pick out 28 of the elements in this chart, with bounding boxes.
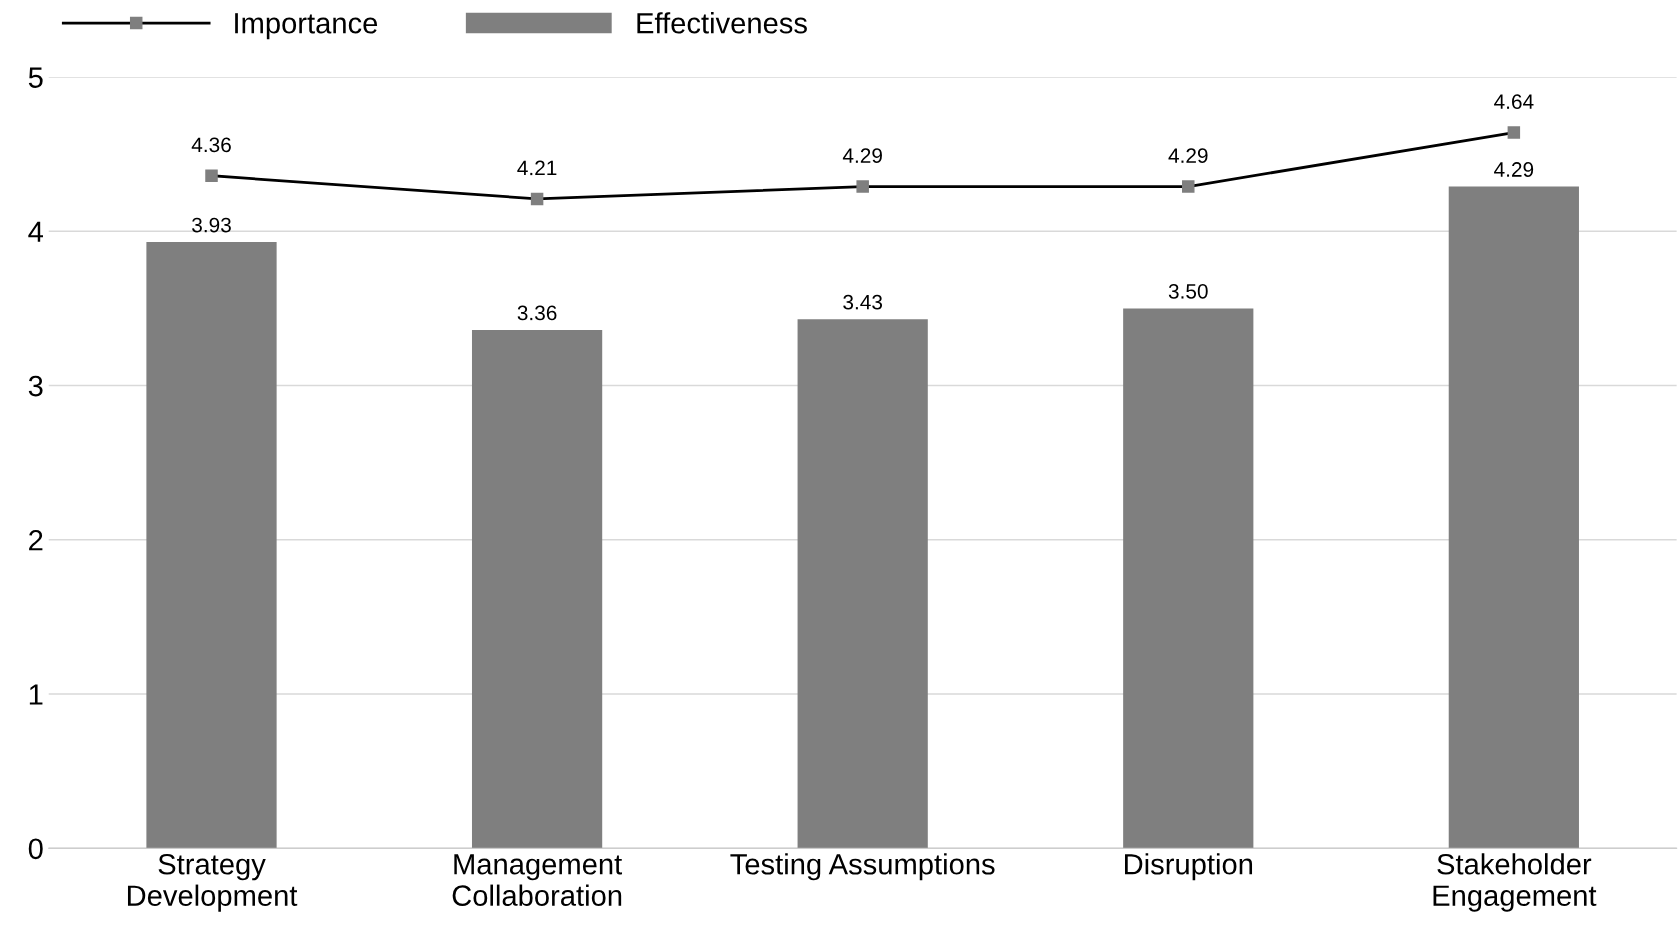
y-tick-label: 3: [28, 375, 43, 397]
data-label: 4.64: [1494, 94, 1534, 109]
x-tick-label: Management Collaboration: [452, 854, 623, 906]
legend-label: Effectiveness: [637, 12, 807, 34]
data-label: 3.36: [517, 305, 557, 321]
data-label: 4.29: [1494, 162, 1534, 177]
y-tick-label: 1: [29, 684, 43, 705]
y-tick-label: 0: [28, 838, 43, 860]
y-tick-label: 2: [29, 529, 43, 551]
bar: [1448, 186, 1579, 849]
bar: [1123, 308, 1254, 849]
legend-label: Importance: [235, 13, 378, 40]
x-tick-label: Disruption: [1125, 853, 1253, 881]
data-label: 4.36: [191, 137, 231, 153]
data-label: 3.43: [843, 294, 883, 310]
x-tick-label: Stakeholder Engagement: [1433, 853, 1597, 912]
x-tick-label: Testing Assumptions: [730, 853, 995, 881]
y-tick-label: 4: [28, 221, 44, 242]
bar: [146, 242, 277, 849]
data-label: 4.29: [1168, 148, 1208, 163]
data-label: 4.21: [517, 160, 557, 176]
bar: [471, 330, 603, 849]
bar: [797, 319, 928, 849]
data-label: 3.93: [192, 217, 231, 233]
y-tick-label: 5: [28, 67, 43, 88]
data-label: 3.50: [1168, 283, 1208, 299]
data-label: 4.29: [842, 148, 882, 163]
x-tick-label: Strategy Development: [127, 853, 298, 912]
